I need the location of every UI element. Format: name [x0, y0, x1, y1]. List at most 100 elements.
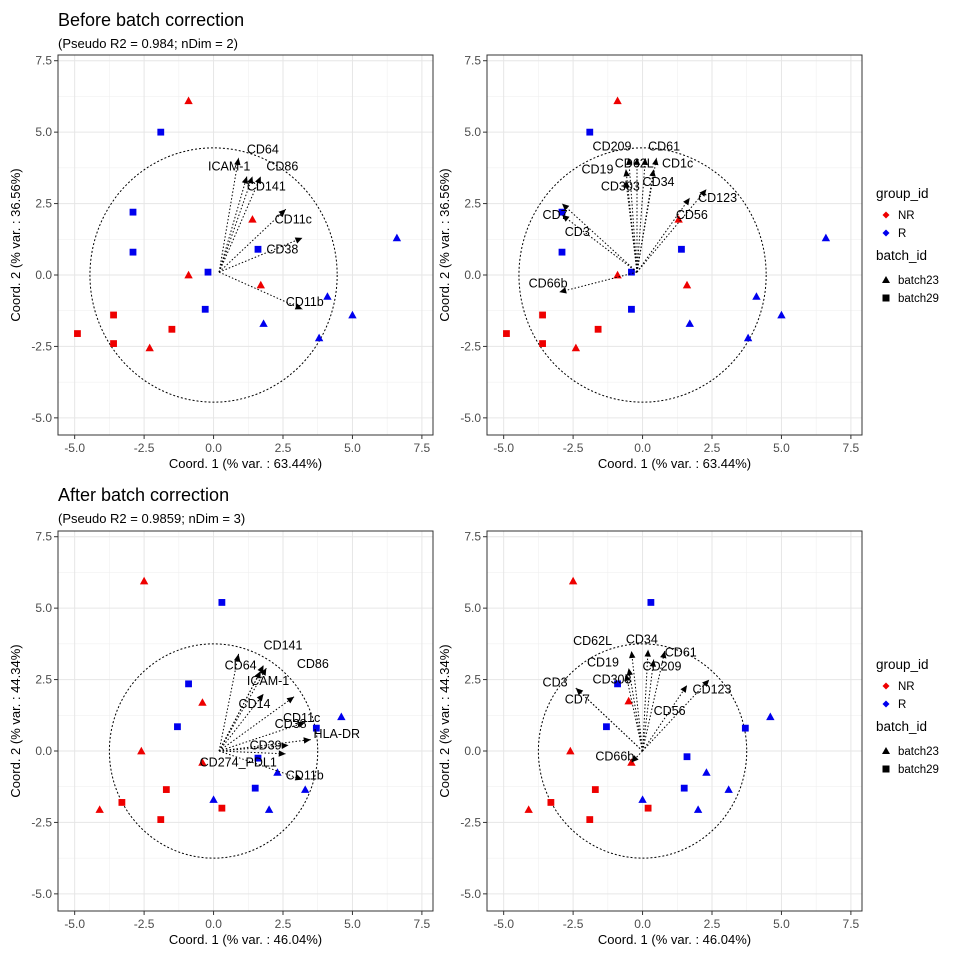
- loading-arrow-line: [218, 721, 306, 752]
- legend-group-key: [882, 211, 890, 219]
- arrow-label: CD3: [543, 675, 568, 689]
- data-point: [503, 330, 510, 337]
- y-tick-label: 7.5: [35, 530, 52, 544]
- data-point: [678, 245, 685, 253]
- data-point: [185, 680, 192, 688]
- data-point: [198, 758, 207, 766]
- data-point: [248, 215, 257, 223]
- loading-arrow-line: [625, 673, 644, 752]
- data-point: [137, 746, 146, 755]
- arrow-label: CD66b: [529, 277, 568, 291]
- x-tick-label: 7.5: [843, 917, 860, 931]
- data-point: [571, 343, 581, 352]
- data-point: [184, 270, 193, 279]
- loading-arrow-line: [575, 687, 643, 752]
- loading-arrow-line: [218, 208, 287, 273]
- plot-border: [57, 530, 434, 912]
- loading-arrow-line: [218, 696, 295, 752]
- arrow-label: CD38: [275, 717, 307, 731]
- data-point: [184, 96, 193, 105]
- loading-arrow-head: [241, 176, 249, 185]
- y-tick-label: 5.0: [464, 601, 481, 615]
- arrow-label: CD39: [250, 738, 282, 752]
- loading-arrow-head: [660, 651, 667, 659]
- arrow-label: CD11c: [283, 711, 320, 725]
- loading-arrow-line: [218, 653, 240, 752]
- x-tick-label: -2.5: [563, 917, 584, 931]
- legend-batch-label: batch23: [898, 746, 939, 758]
- loading-arrow-line: [218, 176, 248, 273]
- loading-arrow-head: [699, 189, 707, 197]
- x-tick-label: 0.0: [634, 917, 651, 931]
- legend-group-title: group_id: [876, 186, 929, 201]
- section-title-after: After batch correction: [58, 485, 229, 505]
- arrow-label: CD303: [593, 673, 632, 687]
- data-point: [627, 758, 636, 766]
- legend-group-label: R: [898, 699, 906, 711]
- data-point: [644, 804, 652, 812]
- data-point: [638, 795, 647, 803]
- x-tick-label: 2.5: [275, 441, 292, 455]
- arrow-label: CD62L: [615, 157, 654, 171]
- arrow-label: CD7: [565, 693, 590, 707]
- legend-batch-label: batch29: [898, 293, 939, 305]
- loading-arrow-head: [644, 649, 651, 657]
- loading-arrow-head: [294, 303, 303, 310]
- x-tick-label: 0.0: [205, 441, 222, 455]
- plot-border: [486, 54, 863, 436]
- correlation-circle: [89, 147, 338, 403]
- y-tick-label: 2.5: [35, 197, 52, 211]
- y-axis-label: Coord. 2 (% var. : 36.56%): [8, 168, 23, 321]
- loading-arrow-line: [625, 180, 638, 273]
- loading-arrow-head: [562, 203, 570, 211]
- loading-arrow-head: [297, 721, 306, 728]
- x-tick-label: -5.0: [493, 917, 514, 931]
- data-point: [766, 712, 775, 721]
- plot-background: [487, 55, 862, 435]
- data-point: [218, 599, 226, 606]
- loading-arrow-head: [256, 693, 264, 702]
- correlation-circle: [518, 147, 767, 403]
- data-point: [674, 215, 683, 223]
- arrow-label: CD303: [601, 179, 640, 193]
- data-point: [539, 340, 546, 347]
- data-point: [613, 96, 622, 105]
- data-point: [647, 599, 655, 606]
- data-point: [558, 248, 566, 256]
- data-point: [777, 310, 786, 319]
- x-tick-label: 2.5: [704, 441, 721, 455]
- y-tick-label: -5.0: [31, 411, 52, 425]
- data-point: [254, 754, 262, 762]
- plot-panel-before-right: -5.0 -2.5 0.0 2.5 5.0 7.5 -5.0 -2.5 0.0 2.5 5.0 7.5…: [437, 54, 863, 471]
- data-point: [628, 305, 635, 313]
- loading-arrow-head: [294, 774, 303, 781]
- plot-border: [486, 530, 863, 912]
- y-tick-label: 2.5: [464, 197, 481, 211]
- x-tick-label: 5.0: [773, 917, 790, 931]
- data-point: [683, 753, 691, 761]
- y-tick-label: -5.0: [460, 887, 481, 901]
- loading-arrow-head: [629, 651, 636, 659]
- loading-arrow-head: [649, 169, 656, 177]
- arrow-label: CD34: [643, 175, 675, 189]
- arrow-label: CD141: [264, 638, 303, 652]
- loading-arrow-head: [247, 176, 254, 185]
- arrow-label: CD61: [665, 645, 697, 659]
- data-point: [741, 724, 749, 732]
- data-point: [693, 805, 703, 813]
- plot-background: [58, 55, 433, 435]
- arrow-label: CD62L: [573, 634, 612, 648]
- data-point: [591, 786, 599, 793]
- arrow-label: CD64: [225, 658, 257, 672]
- data-point: [95, 805, 104, 813]
- data-point: [392, 233, 402, 242]
- loading-arrow-line: [218, 237, 303, 273]
- y-axis-label: Coord. 2 (% var. : 44.34%): [437, 644, 452, 797]
- x-tick-label: 7.5: [414, 917, 431, 931]
- arrow-label: CD209: [593, 139, 632, 153]
- data-point: [251, 784, 259, 792]
- section-subtitle-after: (Pseudo R2 = 0.9859; nDim = 3): [58, 511, 245, 526]
- loading-arrow-head: [559, 287, 567, 294]
